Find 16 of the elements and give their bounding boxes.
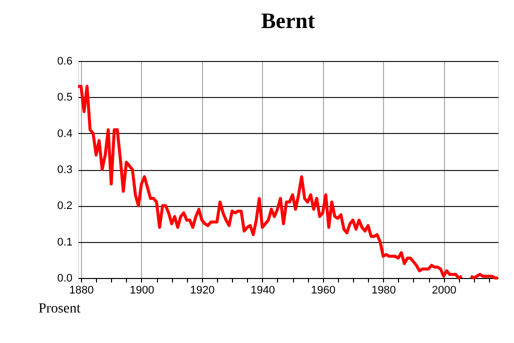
y-tick-label: 0.4	[57, 128, 72, 140]
x-tick-label: 1900	[130, 284, 154, 296]
y-tick-label: 0.6	[57, 56, 72, 68]
y-tick-label: 0.2	[57, 200, 72, 212]
y-axis-title: Prosent	[38, 302, 81, 316]
x-tick-label: 2000	[432, 284, 456, 296]
chart-title: Bernt	[261, 8, 316, 33]
x-tick-label: 1940	[250, 284, 276, 296]
x-tick-label: 1980	[371, 284, 396, 296]
y-tick-label: 0.0	[57, 272, 72, 284]
x-tick-label: 1880	[69, 284, 94, 296]
y-tick-label: 0.3	[57, 164, 72, 176]
y-tick-label: 0.1	[57, 236, 72, 248]
x-tick-label: 1960	[311, 284, 336, 296]
y-tick-label: 0.5	[57, 92, 72, 104]
x-tick-label: 1920	[190, 284, 215, 296]
